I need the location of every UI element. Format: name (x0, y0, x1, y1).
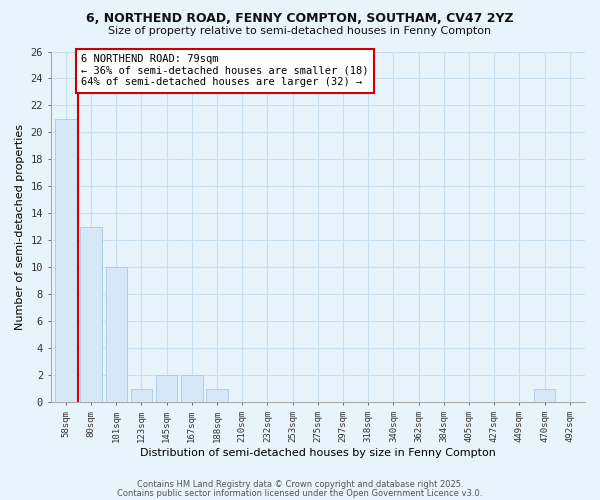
Text: 6, NORTHEND ROAD, FENNY COMPTON, SOUTHAM, CV47 2YZ: 6, NORTHEND ROAD, FENNY COMPTON, SOUTHAM… (86, 12, 514, 26)
Text: 6 NORTHEND ROAD: 79sqm
← 36% of semi-detached houses are smaller (18)
64% of sem: 6 NORTHEND ROAD: 79sqm ← 36% of semi-det… (81, 54, 368, 88)
Text: Size of property relative to semi-detached houses in Fenny Compton: Size of property relative to semi-detach… (109, 26, 491, 36)
Text: Contains HM Land Registry data © Crown copyright and database right 2025.: Contains HM Land Registry data © Crown c… (137, 480, 463, 489)
Bar (80, 227, 102, 402)
Bar (206, 388, 228, 402)
Bar (55, 119, 77, 402)
Y-axis label: Number of semi-detached properties: Number of semi-detached properties (15, 124, 25, 330)
Bar (181, 375, 203, 402)
Text: Contains public sector information licensed under the Open Government Licence v3: Contains public sector information licen… (118, 488, 482, 498)
Bar (156, 375, 178, 402)
Bar (534, 388, 556, 402)
X-axis label: Distribution of semi-detached houses by size in Fenny Compton: Distribution of semi-detached houses by … (140, 448, 496, 458)
Bar (131, 388, 152, 402)
Bar (106, 267, 127, 402)
